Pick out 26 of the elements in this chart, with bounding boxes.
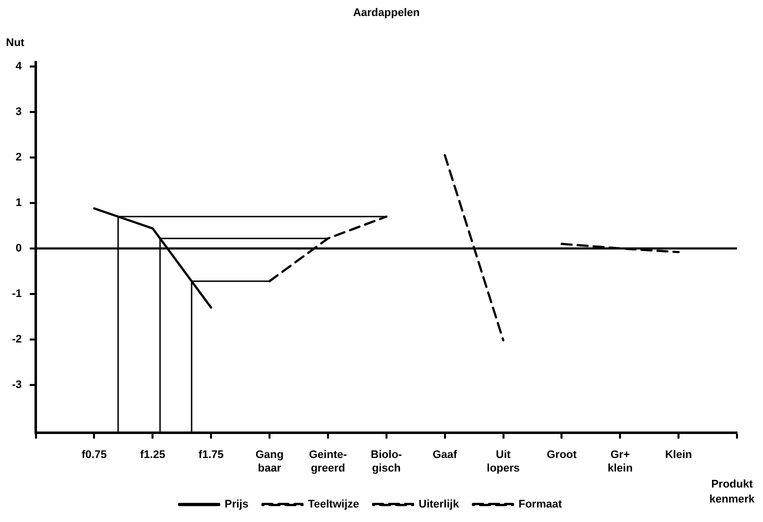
x-tick-label: Gr+ klein xyxy=(608,449,633,474)
chart-title: Aardappelen xyxy=(353,7,420,19)
y-tick-label: 1 xyxy=(16,196,22,209)
y-tick-label: -1 xyxy=(12,288,22,300)
y-tick-label: 4 xyxy=(16,60,23,73)
legend-label: Uiterlijk xyxy=(418,498,460,511)
x-axis-title: Produkt kenmerk xyxy=(709,478,756,506)
x-tick-label: f1.25 xyxy=(140,449,166,462)
y-tick-label: -3 xyxy=(12,378,22,391)
x-tick-label: f1.75 xyxy=(198,449,224,462)
y-tick-label: -2 xyxy=(12,333,22,346)
x-tick-label: Gang baar xyxy=(255,449,284,474)
legend-label: Formaat xyxy=(518,498,562,511)
x-tick-label: Uit lopers xyxy=(486,449,520,474)
y-tick-label: 2 xyxy=(16,152,22,164)
x-tick-label: Geinte- greerd xyxy=(309,449,348,474)
y-axis-title: Nut xyxy=(6,37,25,49)
x-tick-label: Groot xyxy=(546,449,577,462)
x-tick-label: Gaaf xyxy=(432,449,458,462)
x-tick-label: Klein xyxy=(665,449,692,462)
legend-label: Teeltwijze xyxy=(308,498,360,511)
x-tick-label: f0.75 xyxy=(82,449,107,462)
y-tick-label: 0 xyxy=(16,242,22,254)
x-tick-label: Biolo- gisch xyxy=(370,449,402,474)
legend-label: Prijs xyxy=(224,498,248,511)
y-tick-label: 3 xyxy=(16,106,22,118)
